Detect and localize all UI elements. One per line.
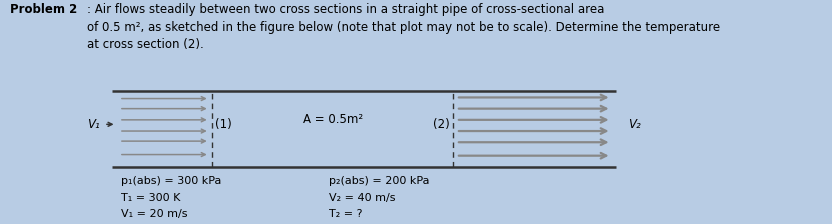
Text: A = 0.5m²: A = 0.5m² <box>303 113 363 126</box>
Text: p₂(abs) = 200 kPa: p₂(abs) = 200 kPa <box>329 176 429 186</box>
Text: V₂ = 40 m/s: V₂ = 40 m/s <box>329 193 395 203</box>
Text: V₁ = 20 m/s: V₁ = 20 m/s <box>121 209 187 220</box>
Text: T₂ = ?: T₂ = ? <box>329 209 362 220</box>
Text: p₁(abs) = 300 kPa: p₁(abs) = 300 kPa <box>121 176 221 186</box>
Text: V₁: V₁ <box>87 118 100 131</box>
Text: : Air flows steadily between two cross sections in a straight pipe of cross-sect: : Air flows steadily between two cross s… <box>87 3 721 51</box>
Text: V₂: V₂ <box>628 118 641 131</box>
Text: (2): (2) <box>433 118 450 131</box>
Text: (1): (1) <box>215 118 232 131</box>
Text: Problem 2: Problem 2 <box>10 3 77 16</box>
Text: T₁ = 300 K: T₁ = 300 K <box>121 193 180 203</box>
